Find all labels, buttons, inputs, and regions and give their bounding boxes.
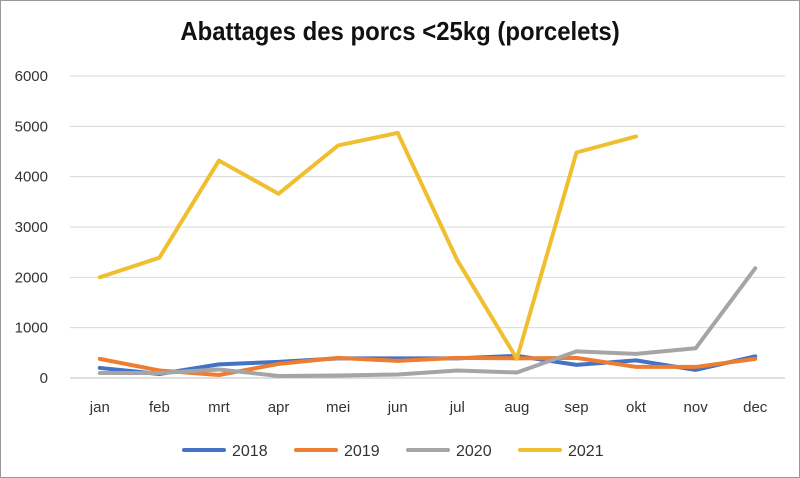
x-tick-label: feb [149, 399, 170, 416]
y-tick-label: 1000 [15, 320, 48, 337]
legend-label: 2019 [344, 443, 380, 460]
x-tick-label: aug [504, 399, 529, 416]
y-tick-label: 6000 [15, 68, 48, 85]
x-tick-label: jan [89, 399, 110, 416]
x-tick-label: nov [684, 399, 709, 416]
x-tick-label: jun [387, 399, 408, 416]
y-tick-label: 0 [40, 370, 48, 387]
x-tick-label: okt [626, 399, 647, 416]
x-tick-label: apr [268, 399, 290, 416]
y-tick-label: 3000 [15, 219, 48, 236]
chart-title: Abattages des porcs <25kg (porcelets) [180, 16, 620, 46]
series-line-2019 [97, 355, 758, 377]
x-tick-label: jul [449, 399, 465, 416]
series-line-2020 [97, 266, 758, 378]
legend-label: 2021 [568, 443, 604, 460]
legend-label: 2020 [456, 443, 492, 460]
series-line-2021 [97, 130, 639, 361]
y-tick-label: 2000 [15, 269, 48, 286]
x-tick-label: mrt [208, 399, 230, 416]
x-tick-label: sep [564, 399, 588, 416]
x-tick-label: mei [326, 399, 350, 416]
x-tick-label: dec [743, 399, 768, 416]
y-tick-label: 5000 [15, 118, 48, 135]
legend-label: 2018 [232, 443, 268, 460]
y-tick-label: 4000 [15, 169, 48, 186]
